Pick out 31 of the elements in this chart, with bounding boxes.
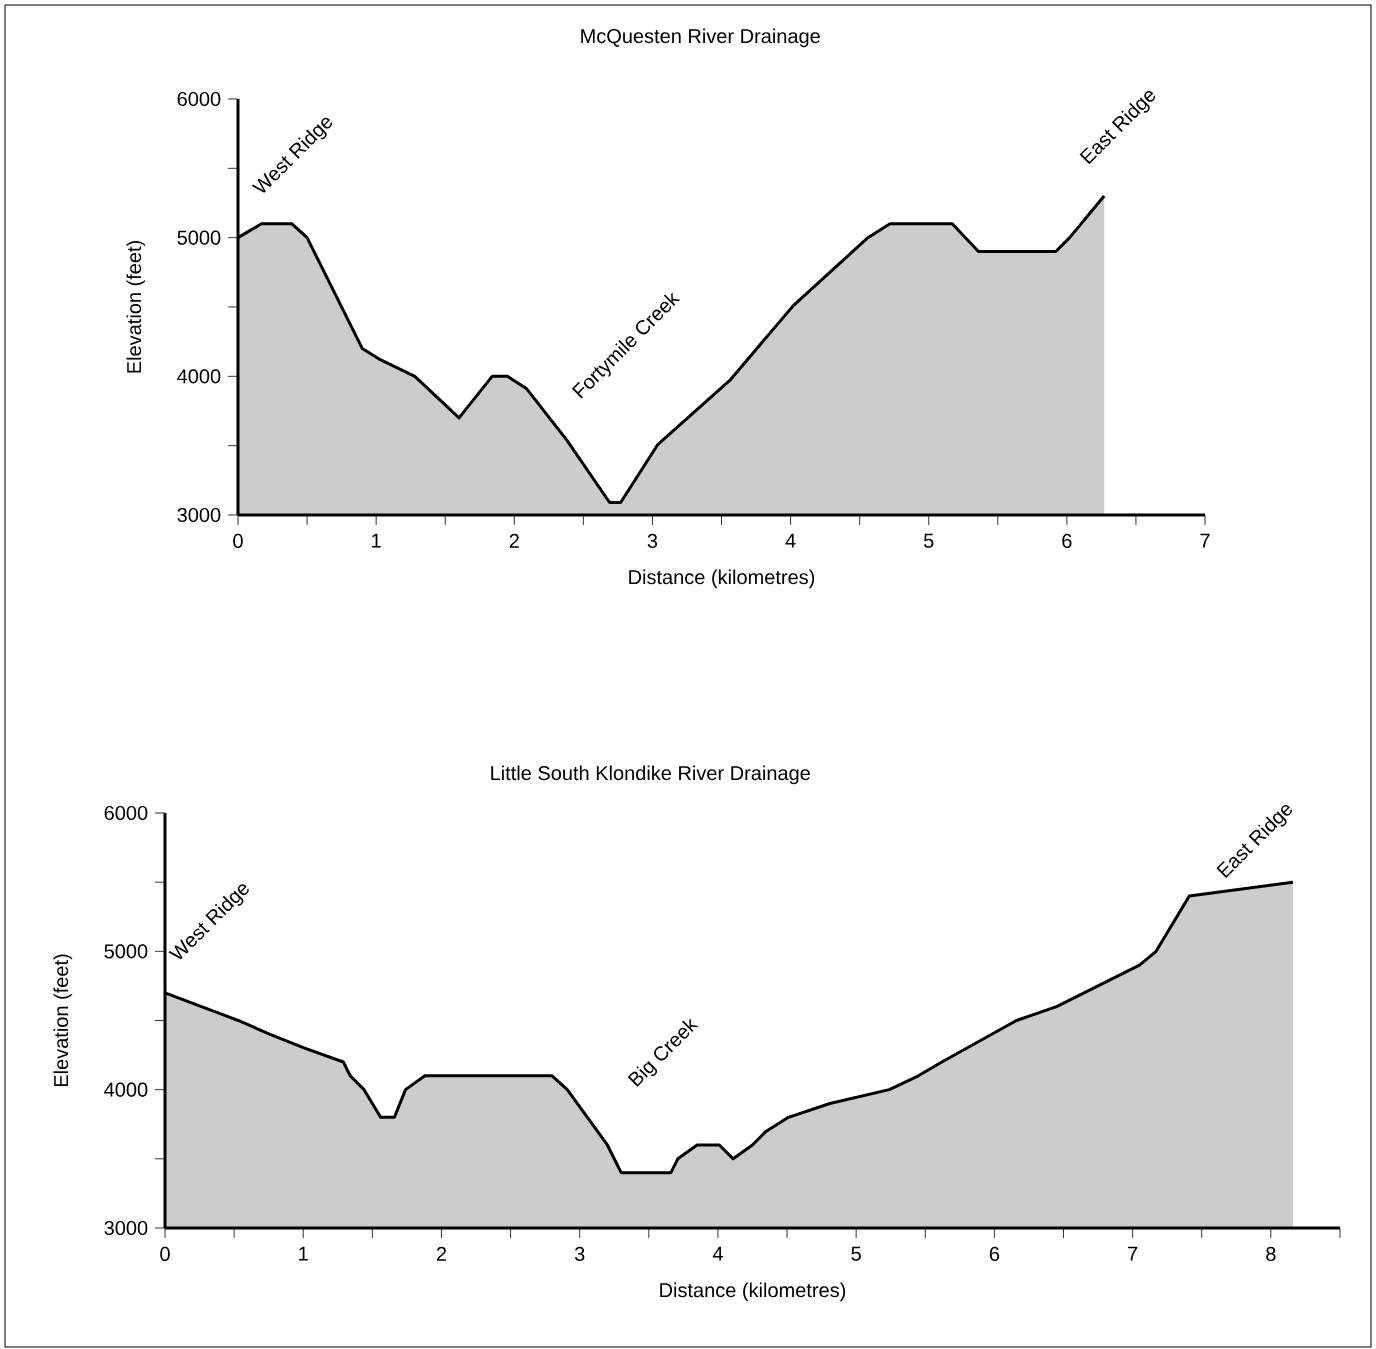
x-tick-label: 7 xyxy=(1128,1246,1138,1261)
y-tick-label: 5000 xyxy=(177,230,221,245)
x-tick-label: 0 xyxy=(160,1246,170,1262)
x-axis-title: Distance (kilometres) xyxy=(629,569,815,589)
x-axis-title: Distance (kilometres) xyxy=(660,1282,846,1302)
y-tick-label: 5000 xyxy=(104,944,148,959)
x-tick-label: 3 xyxy=(647,533,658,548)
y-tick-label: 6000 xyxy=(177,91,221,107)
y-tick-label: 4000 xyxy=(177,369,221,384)
x-tick-label: 2 xyxy=(509,533,519,548)
x-tick-label: 8 xyxy=(1266,1246,1276,1262)
x-tick-label: 4 xyxy=(712,1246,723,1261)
y-tick-label: 3000 xyxy=(177,507,221,523)
x-tick-label: 2 xyxy=(436,1246,447,1261)
y-tick-label: 4000 xyxy=(104,1082,148,1097)
y-axis-title: Elevation (feet) xyxy=(53,954,73,1087)
x-tick-label: 4 xyxy=(785,533,796,548)
y-tick-label: 6000 xyxy=(104,805,148,821)
x-tick-label: 5 xyxy=(851,1246,861,1261)
y-axis-title: Elevation (feet) xyxy=(126,241,146,373)
x-tick-label: 6 xyxy=(1062,533,1072,548)
x-tick-label: 7 xyxy=(1200,533,1210,548)
x-tick-label: 6 xyxy=(989,1246,1000,1262)
x-tick-label: 1 xyxy=(299,1246,308,1261)
x-tick-label: 3 xyxy=(574,1246,585,1262)
x-tick-label: 0 xyxy=(233,533,243,548)
y-tick-label: 3000 xyxy=(104,1220,148,1236)
chart-title: McQuesten River Drainage xyxy=(581,28,820,48)
chart-title: Little South Klondike River Drainage xyxy=(491,765,810,785)
x-tick-label: 5 xyxy=(923,533,934,548)
x-tick-label: 1 xyxy=(372,533,381,548)
